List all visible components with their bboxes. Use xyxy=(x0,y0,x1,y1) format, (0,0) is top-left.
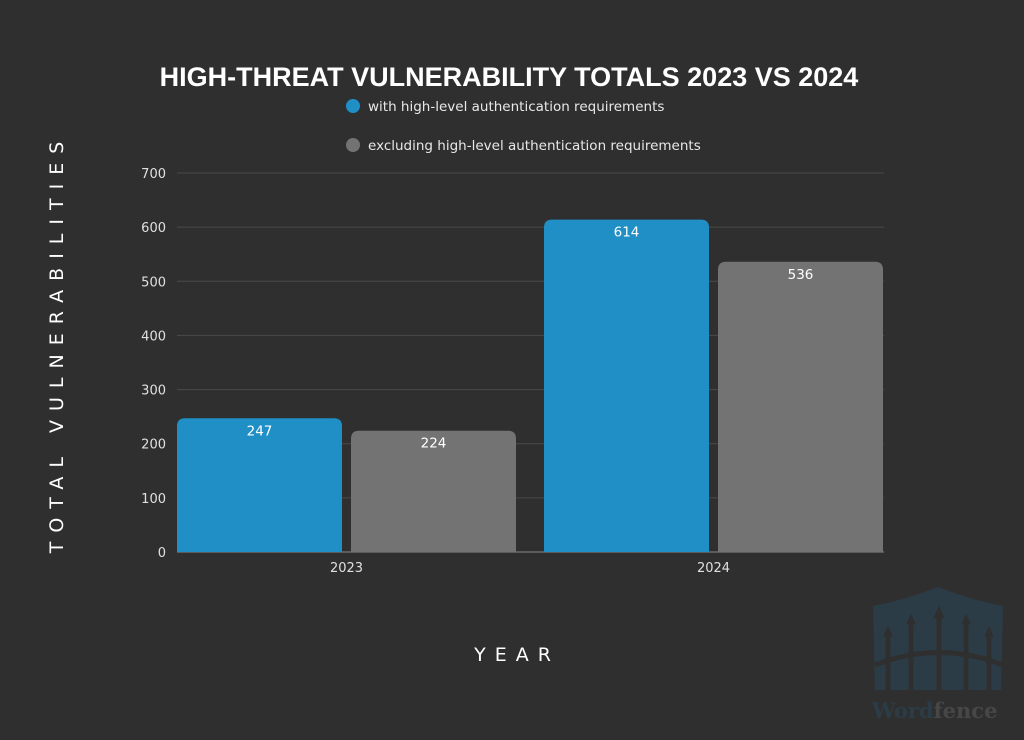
legend-marker-series-1 xyxy=(346,99,360,113)
bar-2024-series-2 xyxy=(718,261,883,552)
bar-2023-series-1 xyxy=(177,418,342,552)
data-label: 247 xyxy=(247,423,273,439)
y-tick-label: 600 xyxy=(141,221,166,236)
data-label: 224 xyxy=(421,436,447,452)
y-tick-label: 700 xyxy=(141,167,166,182)
y-axis-ticks: 0 100 200 300 400 500 600 700 xyxy=(141,167,166,561)
x-axis-ticks: 2023 2024 xyxy=(330,561,730,576)
y-tick-label: 300 xyxy=(141,384,166,399)
logo-text: Wordfence xyxy=(871,698,997,723)
x-tick-label: 2024 xyxy=(697,561,730,576)
data-label: 614 xyxy=(614,225,640,241)
wordfence-logo: Wordfence xyxy=(871,587,1004,723)
legend-marker-series-2 xyxy=(346,138,360,152)
x-tick-label: 2023 xyxy=(330,561,363,576)
x-axis-title: YEAR xyxy=(473,644,560,666)
bars xyxy=(177,219,883,552)
data-labels: 247 224 614 536 xyxy=(247,225,814,452)
bar-2024-series-1 xyxy=(544,219,709,552)
y-tick-label: 100 xyxy=(141,492,166,507)
y-tick-label: 400 xyxy=(141,329,166,344)
y-axis-title: TOTAL VULNERABILITIES xyxy=(46,133,68,555)
legend-label-series-1: with high-level authentication requireme… xyxy=(368,99,664,115)
legend-label-series-2: excluding high-level authentication requ… xyxy=(368,138,701,154)
chart-title: HIGH-THREAT VULNERABILITY TOTALS 2023 VS… xyxy=(160,62,859,92)
y-tick-label: 500 xyxy=(141,275,166,290)
legend: with high-level authentication requireme… xyxy=(346,99,701,154)
bar-2023-series-2 xyxy=(351,430,516,552)
y-tick-label: 0 xyxy=(158,546,166,561)
data-label: 536 xyxy=(788,267,814,283)
y-tick-label: 200 xyxy=(141,438,166,453)
